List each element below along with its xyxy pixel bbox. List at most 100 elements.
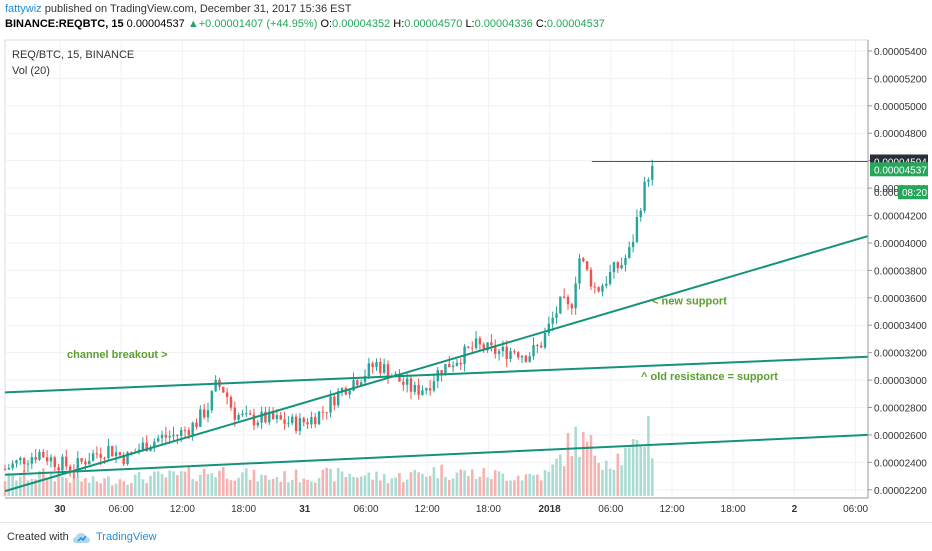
- candle-body: [329, 396, 332, 413]
- volume-bar: [482, 468, 486, 496]
- candle-body: [179, 430, 183, 436]
- volume-bar: [3, 481, 7, 496]
- annotation-label: < new support: [652, 296, 727, 308]
- volume-bar: [604, 460, 608, 496]
- volume-bar: [218, 470, 221, 496]
- candle-body: [375, 361, 378, 368]
- volume-bar: [11, 473, 14, 496]
- candle-body: [524, 355, 528, 362]
- y-axis-label: 0.0000: [874, 188, 905, 199]
- open-value: 0.00004352: [332, 18, 391, 30]
- y-axis-label: 0.00002400: [874, 458, 927, 469]
- candle-body: [271, 411, 275, 419]
- candle-body: [612, 262, 616, 272]
- open-label: O:: [320, 18, 333, 30]
- candle-body: [126, 452, 129, 465]
- volume-bar: [516, 475, 520, 496]
- trendline: [4, 235, 869, 493]
- candle-body: [520, 355, 524, 358]
- volume-bar: [624, 447, 627, 496]
- volume-bar: [317, 478, 321, 496]
- candle-body: [547, 323, 551, 334]
- volume-bar: [271, 478, 275, 496]
- candle-body: [405, 378, 409, 385]
- volume-bar: [536, 474, 539, 496]
- candle-body: [302, 418, 305, 423]
- x-axis-label: 06:00: [598, 504, 623, 515]
- candle-body: [371, 363, 374, 368]
- candle-body: [528, 356, 531, 362]
- volume-bar: [597, 462, 600, 496]
- candle-body: [42, 451, 45, 458]
- candle-body: [608, 271, 612, 284]
- volume-bar: [287, 482, 290, 496]
- trendlines[interactable]: [4, 235, 869, 493]
- candle-body: [118, 452, 122, 456]
- x-axis-label: 06:00: [109, 504, 134, 515]
- candle-body: [252, 414, 256, 426]
- volume-bar: [333, 481, 336, 496]
- volume-bar: [306, 479, 309, 496]
- candle-body: [260, 411, 263, 423]
- y-axis-label: 0.00005400: [874, 47, 927, 58]
- candle-body: [210, 391, 214, 411]
- candle-body: [202, 409, 206, 418]
- publish-info: fattywiz published on TradingView.com, D…: [5, 3, 352, 15]
- volume-bar: [176, 474, 179, 496]
- y-axis-label: 0.00004200: [874, 212, 927, 223]
- candle-body: [99, 453, 102, 458]
- volume-bar: [164, 477, 168, 496]
- candle-body: [145, 442, 148, 452]
- volume-bar: [593, 455, 597, 496]
- volume-bar: [585, 441, 589, 496]
- volume-bar: [436, 478, 440, 496]
- candle-body: [38, 451, 41, 460]
- candle-body: [256, 422, 259, 426]
- volume-bar: [87, 482, 91, 496]
- candle-body: [80, 458, 83, 462]
- candle-body: [237, 414, 240, 420]
- volume-bar: [627, 447, 631, 496]
- volume-bars: [3, 415, 654, 496]
- candle-body: [647, 179, 650, 182]
- candle-body: [233, 407, 236, 420]
- volume-bar: [578, 456, 581, 496]
- candle-body: [432, 381, 436, 391]
- volume-bar: [156, 471, 160, 496]
- candle-body: [22, 457, 26, 465]
- volume-bar: [409, 472, 413, 496]
- volume-bar: [64, 478, 68, 496]
- tradingview-cloud-icon: [73, 533, 90, 543]
- y-axis-label: 0.00005000: [874, 102, 927, 113]
- candle-body: [321, 411, 325, 413]
- publish-text: published on TradingView.com, December 3…: [41, 3, 352, 15]
- volume-bar: [570, 455, 574, 496]
- footer: Created with TradingView: [0, 522, 932, 551]
- volume-bar: [547, 471, 551, 496]
- candle-body: [195, 422, 198, 427]
- candle-body: [455, 362, 459, 366]
- price-chart[interactable]: channel breakout > < new support ^ old res…: [0, 36, 932, 522]
- volume-bar: [110, 485, 114, 496]
- candle-body: [409, 378, 413, 392]
- candle-body: [467, 346, 470, 348]
- volume-bar: [352, 476, 355, 496]
- volume-bar: [145, 483, 149, 496]
- candle-body: [482, 344, 485, 351]
- volume-bar: [61, 476, 64, 496]
- volume-bar: [356, 477, 359, 496]
- candle-body: [628, 247, 631, 258]
- tradingview-logo[interactable]: TradingView: [72, 528, 162, 546]
- volume-bar: [493, 470, 497, 496]
- x-axis-label: 12:00: [659, 504, 684, 515]
- volume-bar: [402, 482, 405, 496]
- author-link[interactable]: fattywiz: [5, 3, 42, 15]
- candle-body: [363, 376, 367, 383]
- volume-bar: [543, 470, 547, 496]
- candle-body: [306, 422, 309, 425]
- volume-bar: [325, 467, 329, 496]
- candle-body: [421, 390, 424, 395]
- candle-body: [264, 411, 267, 423]
- volume-bar: [470, 469, 474, 496]
- volume-bar: [417, 472, 420, 496]
